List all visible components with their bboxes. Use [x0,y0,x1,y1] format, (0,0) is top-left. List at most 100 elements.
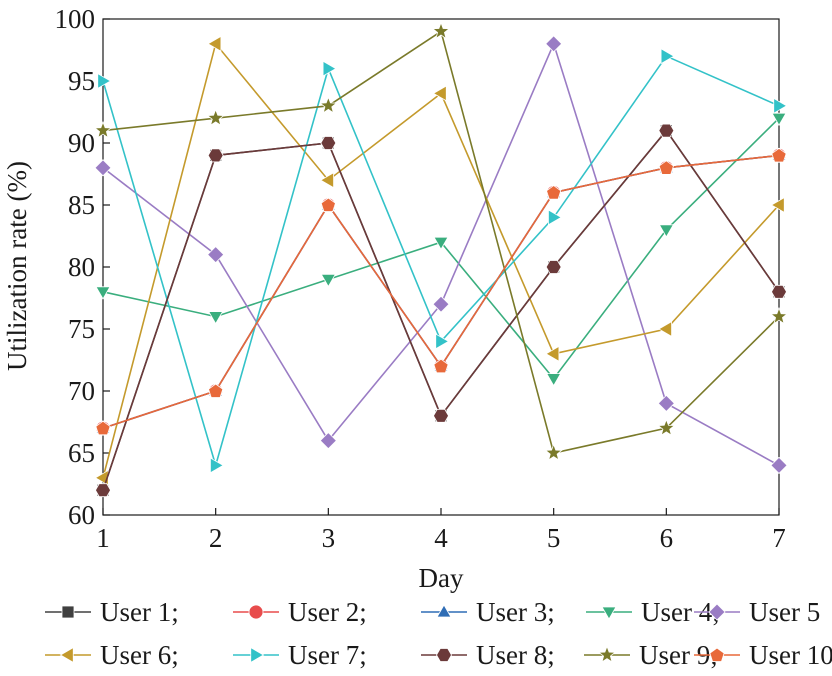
data-point [320,136,337,150]
series-8 [95,123,787,498]
legend-item: User 10 [694,640,832,670]
data-point [657,418,676,436]
data-point [546,373,562,387]
data-point [207,148,224,163]
y-tick-label: 100 [55,4,96,34]
legend-marker [601,606,617,620]
legend-item: User 5 [694,597,820,627]
series-line [102,154,780,429]
legend-label: User 5 [749,597,820,627]
data-point [546,185,562,200]
y-tick-label: 70 [68,376,95,406]
data-point [95,483,111,498]
y-tick-label: 60 [68,500,95,530]
data-point [660,48,675,65]
data-point [208,311,224,325]
legend-item: User 6; [45,640,179,670]
data-point [95,286,111,300]
plot-axes: 1 2 3 4 5 6 7 60 65 70 75 80 85 90 95 100 [55,4,786,553]
series-4 [95,112,787,387]
data-point [545,35,563,53]
data-point [432,85,447,102]
series-3 [95,147,787,434]
data-point [432,295,450,313]
data-point [431,21,451,40]
data-point [320,273,336,288]
x-tick-label: 5 [547,523,561,553]
series-layer [93,21,789,498]
data-point [545,345,560,362]
x-tick-label: 1 [96,523,110,553]
data-point [771,284,787,299]
x-tick-label: 3 [322,523,336,553]
data-point [206,108,225,126]
data-point [658,160,674,175]
legend-label: User 7; [288,640,367,670]
data-point [433,408,449,423]
series-line [102,154,780,429]
data-point [545,260,562,274]
data-point [771,112,787,126]
data-point [210,457,224,474]
data-point [319,432,337,450]
y-tick-label: 90 [68,128,95,158]
legend-item: User 1; [45,597,179,627]
legend-item: User 2; [233,597,367,627]
data-point [770,196,785,214]
data-point [97,72,112,90]
legend-marker [248,604,264,620]
y-tick-label: 85 [68,190,95,220]
legend-marker [597,645,617,663]
data-point [208,383,224,398]
x-axis-title: Day [419,563,464,593]
x-tick-label: 7 [772,523,786,553]
series-5 [94,35,788,474]
data-point [433,236,449,250]
data-point [207,246,225,264]
series-6 [94,35,785,486]
y-tick-label: 95 [68,66,95,96]
data-point [770,456,788,474]
legend-item: User 7; [233,640,367,670]
data-point [322,60,337,77]
data-point [544,443,563,461]
legend-label: User 1; [100,597,179,627]
legend-marker [61,605,75,619]
data-point [320,197,336,212]
data-point [207,35,222,52]
x-tick-label: 2 [209,523,223,553]
data-point [94,159,112,177]
data-point [433,358,449,374]
series-7 [97,48,788,474]
legend-marker [436,604,452,618]
legend-label: User 3; [476,597,555,627]
data-point [548,209,562,226]
legend-marker [709,647,725,662]
data-point [320,172,334,189]
legend-marker [59,646,74,664]
legend-label: User 10 [749,640,832,670]
data-point [94,469,109,486]
data-point [771,147,787,163]
legend-marker [708,603,726,621]
legend-item: User 8; [421,640,555,670]
data-point [435,333,450,350]
data-point [773,97,788,114]
x-tick-label: 4 [434,523,448,553]
data-point [658,320,672,338]
series-line [102,154,780,429]
data-point [93,120,113,139]
data-point [657,394,675,412]
data-point [658,123,675,138]
y-tick-label: 80 [68,252,95,282]
data-point [658,224,674,238]
legend-label: User 8; [476,640,555,670]
data-point [95,420,111,436]
legend-label: User 2; [288,597,367,627]
series-2 [95,147,787,436]
series-10 [95,147,787,436]
legend-marker [436,648,452,662]
series-line [102,41,780,467]
